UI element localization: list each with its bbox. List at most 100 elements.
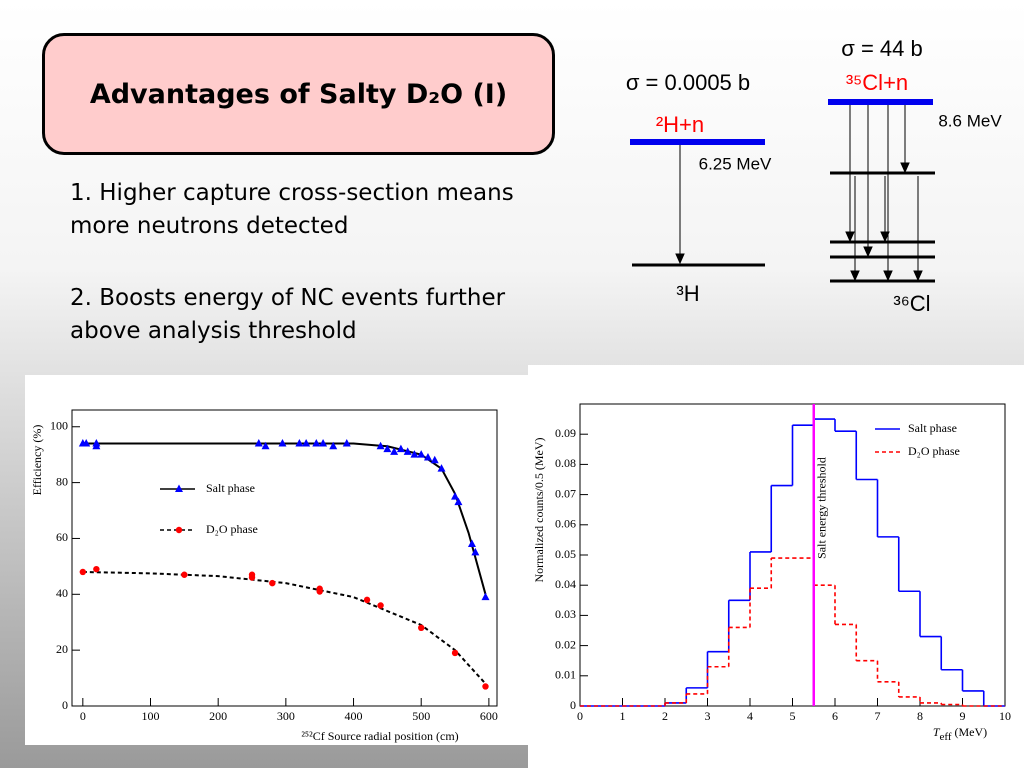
marker (383, 444, 392, 453)
legend-label: Salt phase (206, 481, 255, 495)
threshold-label: Salt energy threshold (815, 457, 829, 559)
x-axis-subscript: eff (940, 731, 952, 743)
legend-label: D₂O phase (206, 522, 258, 536)
q-value: 6.25 MeV (699, 154, 772, 173)
marker (481, 592, 490, 601)
y-tick-label: 0 (62, 698, 68, 712)
x-tick-label: 5 (790, 709, 796, 723)
x-axis-symbol: T (933, 725, 941, 739)
marker (403, 447, 412, 455)
x-tick-label: 0 (577, 709, 583, 723)
marker (482, 683, 489, 690)
x-tick-label: 200 (209, 709, 227, 723)
x-tick-label: 2 (662, 709, 668, 723)
x-axis-unit: (MeV) (952, 725, 988, 739)
marker (396, 444, 405, 453)
arrow-head (675, 253, 685, 265)
y-tick-label: 0.09 (555, 426, 576, 440)
x-tick-label: 8 (917, 709, 923, 723)
cross-section: σ = 0.0005 b (626, 70, 750, 95)
marker (329, 441, 338, 450)
chart-panel (25, 375, 530, 745)
marker (312, 439, 321, 447)
cross-section: σ = 44 b (841, 36, 922, 61)
y-tick-label: 0 (570, 698, 576, 712)
y-tick-label: 0.05 (555, 547, 576, 561)
x-tick-label: 0 (80, 709, 86, 723)
marker (451, 492, 460, 500)
y-tick-label: 20 (56, 642, 68, 656)
marker (175, 484, 183, 492)
initial-state: ²H+n (656, 112, 704, 137)
marker (302, 439, 311, 447)
marker (269, 579, 276, 587)
y-tick-label: 0.02 (555, 637, 576, 651)
y-tick-label: 60 (56, 530, 68, 544)
slide-title: Advantages of Salty D₂O (I) (42, 33, 555, 155)
marker (423, 452, 432, 461)
x-tick-label: 3 (705, 709, 711, 723)
marker (93, 565, 100, 573)
x-tick-label: 1 (620, 709, 626, 723)
marker (254, 439, 263, 447)
marker (181, 571, 188, 578)
legend-label: Salt phase (908, 421, 957, 435)
arrow-heads (845, 162, 923, 282)
marker (417, 450, 426, 458)
y-tick-label: 0.06 (555, 517, 576, 531)
marker (342, 439, 351, 447)
legend-label: D₂O phase (908, 444, 960, 458)
marker (377, 602, 384, 609)
arrows (849, 105, 919, 279)
x-tick-label: 4 (747, 709, 753, 723)
x-axis-label: ²⁵²Cf Source radial position (cm) (301, 729, 458, 743)
x-tick-label: 7 (875, 709, 881, 723)
final-state: ³H (676, 281, 699, 306)
q-value: 8.6 MeV (938, 111, 1002, 130)
marker (319, 439, 328, 447)
y-axis-label: Efficiency (%) (30, 425, 44, 496)
y-tick-label: 0.03 (555, 607, 576, 621)
final-state: ³⁶Cl (893, 291, 930, 316)
x-tick-label: 600 (480, 709, 498, 723)
marker (471, 547, 480, 556)
marker (278, 439, 287, 447)
x-tick-label: 100 (142, 709, 160, 723)
marker (316, 588, 323, 595)
marker (79, 568, 87, 576)
marker (261, 441, 270, 450)
marker (467, 539, 476, 548)
y-tick-label: 100 (50, 419, 68, 433)
y-tick-label: 80 (56, 474, 68, 488)
marker (430, 455, 439, 464)
initial-state: ³⁵Cl+n (846, 70, 908, 95)
marker (175, 526, 183, 534)
x-tick-label: 10 (999, 709, 1011, 723)
x-tick-label: 500 (412, 709, 430, 723)
marker (363, 596, 371, 604)
chart-panel (528, 365, 1024, 768)
x-axis-label: Teff (MeV) (933, 725, 987, 743)
marker (295, 439, 304, 447)
marker (451, 649, 459, 657)
marker (437, 464, 446, 472)
y-tick-label: 0.07 (555, 486, 576, 500)
marker (376, 441, 385, 450)
marker (92, 441, 101, 450)
x-tick-label: 6 (832, 709, 838, 723)
x-tick-label: 300 (277, 709, 295, 723)
y-tick-label: 40 (56, 586, 68, 600)
marker (390, 447, 399, 455)
marker (82, 439, 91, 447)
x-tick-label: 9 (960, 709, 966, 723)
marker (248, 574, 256, 581)
x-tick-label: 400 (345, 709, 363, 723)
marker (454, 497, 463, 506)
bullet-point: 2. Boosts energy of NC events further ab… (70, 285, 506, 344)
bullet-point: 1. Higher capture cross-section means mo… (70, 180, 514, 239)
y-tick-label: 0.04 (555, 577, 576, 591)
y-tick-label: 0.08 (555, 456, 576, 470)
y-tick-label: 0.01 (555, 668, 576, 682)
